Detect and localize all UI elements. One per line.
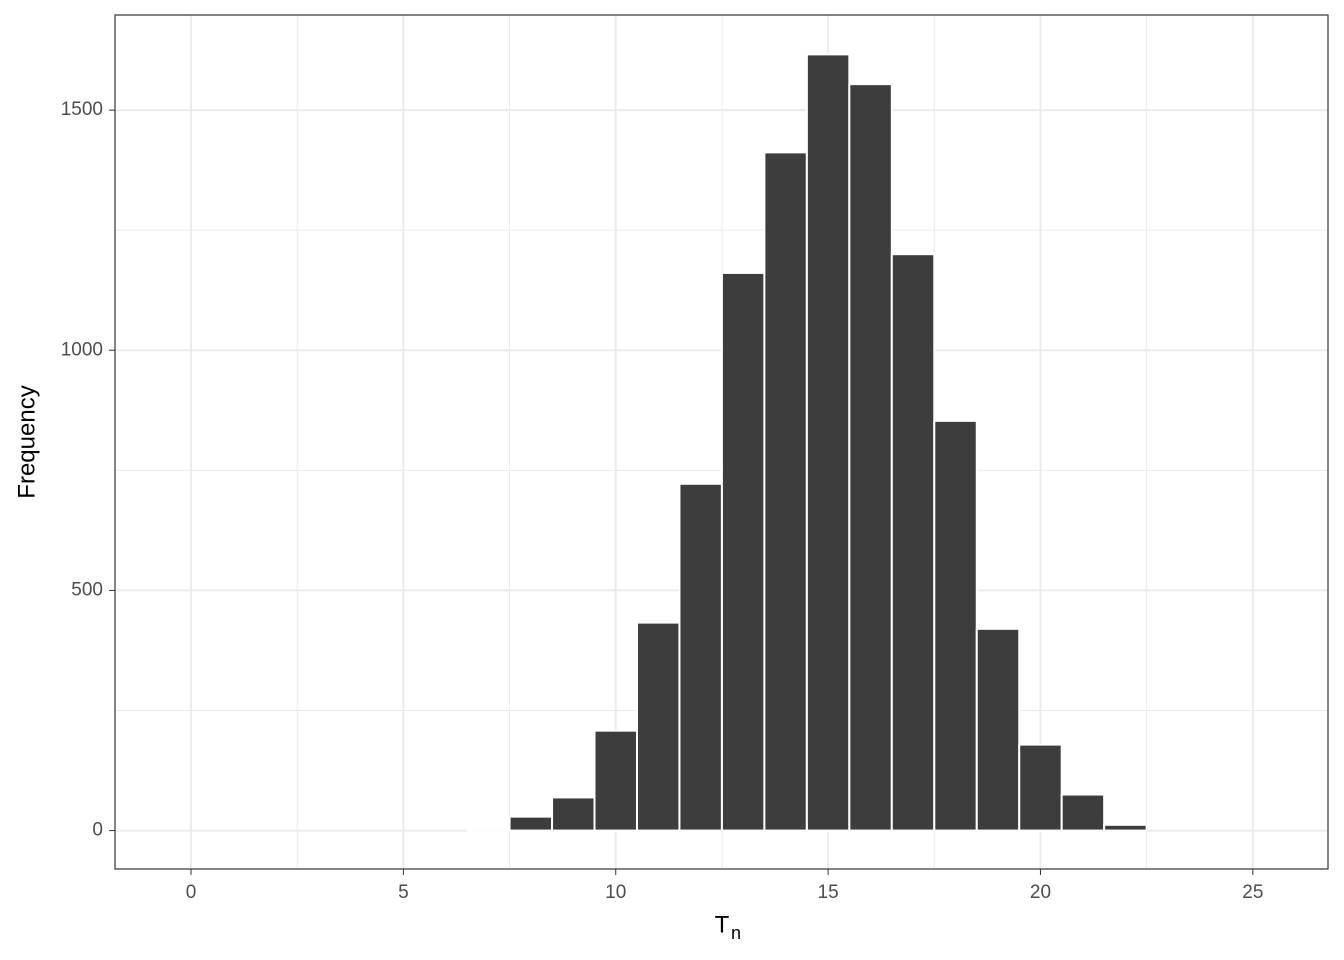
- x-tick-label: 0: [186, 882, 197, 903]
- x-axis-title-subscript: n: [731, 923, 741, 943]
- plot-border: [114, 14, 1329, 870]
- y-axis-title: Frequency: [13, 385, 40, 498]
- x-axis-title: T: [715, 911, 730, 938]
- bar: [551, 796, 596, 832]
- bar: [975, 627, 1021, 832]
- y-tick-label: 0: [92, 820, 103, 841]
- x-tick-label: 25: [1242, 882, 1263, 903]
- x-tick-label: 10: [605, 882, 626, 903]
- y-tick-label: 1000: [61, 339, 103, 360]
- bar: [1103, 823, 1148, 832]
- bar: [635, 621, 681, 832]
- bar: [466, 828, 511, 832]
- y-tick-label: 500: [71, 579, 103, 600]
- x-tick-label: 15: [818, 882, 839, 903]
- bar: [805, 53, 851, 832]
- bar: [848, 83, 893, 832]
- bar: [933, 419, 978, 832]
- bar: [890, 253, 936, 832]
- bar: [1060, 793, 1106, 832]
- bar: [593, 729, 638, 832]
- bar: [678, 482, 723, 832]
- bar: [508, 815, 554, 832]
- bar: [1018, 743, 1063, 832]
- bar: [763, 151, 808, 832]
- x-tick-label: 20: [1030, 882, 1051, 903]
- bar: [720, 271, 766, 832]
- y-tick-label: 1500: [61, 99, 103, 120]
- x-tick-label: 5: [398, 882, 409, 903]
